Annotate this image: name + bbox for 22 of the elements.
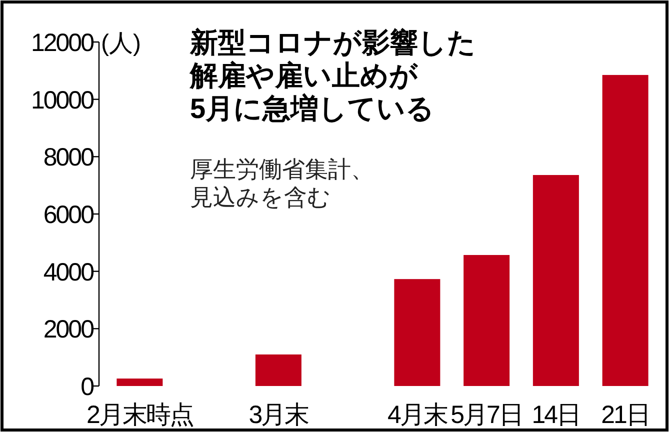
y-tick-label: 8000	[43, 144, 94, 172]
bar	[532, 175, 579, 386]
bar	[116, 378, 163, 386]
y-tick-label: 2000	[43, 316, 94, 344]
x-tick-label: 5月7日	[450, 401, 522, 429]
y-tick-label: 10000	[30, 86, 94, 114]
y-tick-label: 12000	[30, 29, 94, 57]
bar	[464, 254, 510, 386]
text: 新型コロナが影響した解雇や雇い止めが5月に急増している	[189, 27, 476, 124]
y-tick-label: 4000	[43, 258, 94, 286]
x-tick-label: 21日	[601, 401, 650, 429]
x-tick-label: 4月末	[387, 401, 448, 429]
y-tick-label: 6000	[43, 201, 94, 229]
bar	[602, 74, 648, 386]
y-tick-label: 0	[80, 373, 94, 401]
text: 厚生労働省集計、見込みを含む	[190, 156, 374, 210]
bar	[394, 279, 440, 386]
bar	[255, 354, 302, 386]
y-axis-title: (人)	[101, 30, 141, 57]
x-tick-label: 14日	[532, 401, 580, 429]
x-tick-label: 3月末	[248, 401, 309, 429]
x-tick-label: 2月末時点	[86, 401, 194, 429]
